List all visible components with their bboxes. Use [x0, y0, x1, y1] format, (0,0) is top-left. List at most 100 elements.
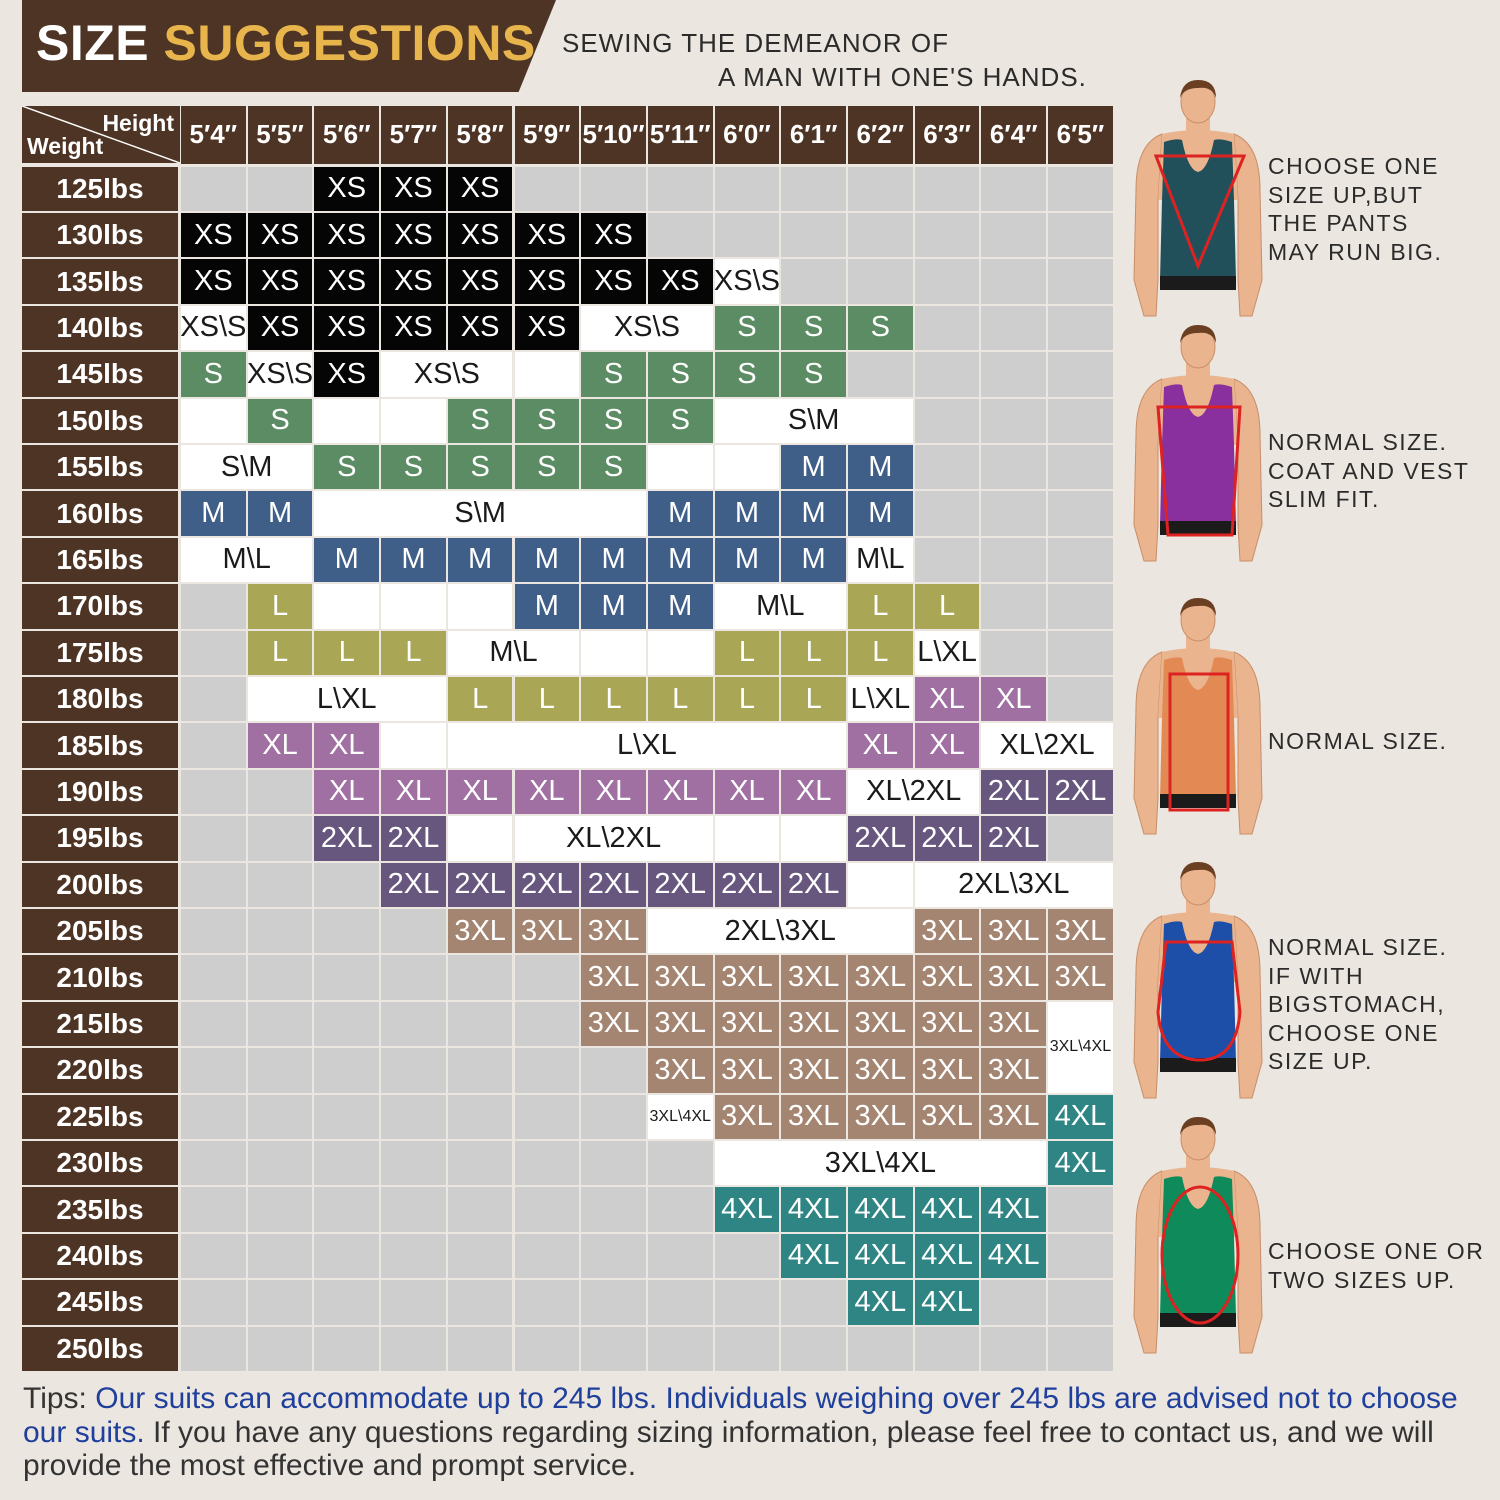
empty-cell: [1048, 166, 1113, 211]
empty-cell: [247, 1233, 313, 1279]
empty-cell: [514, 1048, 580, 1093]
weight-row-header: 165lbs: [22, 537, 178, 583]
size-cell: 4XL: [914, 1280, 980, 1325]
size-cell: 3XL: [848, 1094, 913, 1139]
size-cell: M: [647, 584, 713, 629]
blank-cell: [381, 398, 446, 443]
size-cell: 3XL: [781, 955, 846, 1000]
empty-cell: [381, 1001, 446, 1047]
mixed-size-cell: XS\S: [581, 305, 713, 351]
size-cell: S: [781, 352, 846, 397]
size-cell: XL: [914, 723, 980, 768]
blank-cell: [514, 352, 580, 397]
mixed-size-cell: S\M: [714, 398, 913, 443]
height-label: Height: [102, 110, 174, 136]
size-cell: 4XL: [848, 1187, 913, 1232]
weight-row-header: 155lbs: [22, 445, 178, 490]
empty-cell: [381, 1233, 446, 1279]
man-torso-icon: [1133, 862, 1263, 1099]
size-cell: 3XL: [781, 1001, 846, 1047]
weight-row-header: 170lbs: [22, 584, 178, 629]
note-line: SLIM FIT.: [1268, 486, 1380, 512]
weight-row-header: 240lbs: [22, 1233, 178, 1279]
empty-cell: [1048, 584, 1113, 629]
weight-row-header: 180lbs: [22, 677, 178, 722]
empty-cell: [514, 166, 580, 211]
empty-cell: [647, 1280, 713, 1325]
size-cell: XS: [181, 213, 246, 258]
tips-text: Tips: Our suits can accommodate up to 24…: [23, 1382, 1483, 1483]
empty-cell: [514, 955, 580, 1000]
blank-cell: [581, 630, 646, 675]
torso-figure: [1128, 325, 1268, 575]
blank-cell: [314, 584, 380, 629]
empty-cell: [447, 1233, 513, 1279]
title-part2: SUGGESTIONS: [163, 15, 536, 71]
size-cell: L: [848, 584, 913, 629]
empty-cell: [647, 1326, 713, 1371]
size-cell: M: [181, 491, 246, 536]
size-cell: L: [914, 584, 980, 629]
empty-cell: [181, 723, 246, 768]
empty-cell: [181, 1141, 246, 1186]
size-cell: 2XL: [447, 862, 513, 907]
empty-cell: [981, 537, 1047, 583]
size-cell: 3XL: [781, 1094, 846, 1139]
size-cell: 3XL: [647, 955, 713, 1000]
size-cell: S: [581, 398, 646, 443]
empty-cell: [914, 213, 980, 258]
empty-cell: [1048, 259, 1113, 304]
height-header: 6′1″: [781, 106, 846, 164]
empty-cell: [181, 1094, 246, 1139]
size-cell: XS: [314, 166, 380, 211]
size-cell: 3XL: [848, 955, 913, 1000]
empty-cell: [247, 1187, 313, 1232]
empty-cell: [914, 537, 980, 583]
size-cell: 4XL: [848, 1233, 913, 1279]
empty-cell: [581, 1326, 646, 1371]
empty-cell: [181, 816, 246, 861]
size-cell: 2XL: [981, 816, 1047, 861]
size-cell: XS: [247, 213, 313, 258]
empty-cell: [514, 1326, 580, 1371]
note-line: CHOOSE ONE: [1268, 153, 1439, 179]
mixed-size-cell: L\XL: [247, 677, 446, 722]
size-cell: 3XL: [981, 909, 1047, 954]
empty-cell: [314, 1280, 380, 1325]
size-cell: XL: [647, 769, 713, 815]
blank-cell: [381, 723, 446, 768]
torso-figure: [1128, 598, 1268, 848]
empty-cell: [381, 1048, 446, 1093]
note-line: NORMAL SIZE.: [1268, 934, 1448, 960]
empty-cell: [181, 862, 246, 907]
size-cell: S: [647, 352, 713, 397]
empty-cell: [447, 1326, 513, 1371]
empty-cell: [647, 213, 713, 258]
note-line: THE PANTS: [1268, 210, 1409, 236]
note-line: MAY RUN BIG.: [1268, 238, 1443, 265]
note-line: TWO SIZES UP.: [1268, 1266, 1456, 1293]
size-cell: XL: [381, 769, 446, 815]
size-cell: S: [781, 305, 846, 351]
empty-cell: [381, 1094, 446, 1139]
empty-cell: [848, 352, 913, 397]
empty-cell: [314, 909, 380, 954]
blank-cell: [714, 816, 780, 861]
size-cell: XS: [514, 259, 580, 304]
empty-cell: [1048, 816, 1113, 861]
size-cell: M: [581, 537, 646, 583]
empty-cell: [247, 816, 313, 861]
weight-row-header: 215lbs: [22, 1001, 178, 1047]
size-cell: XL: [247, 723, 313, 768]
size-cell: M: [714, 491, 780, 536]
size-cell: M: [781, 537, 846, 583]
note-line: CHOOSE ONE: [1268, 1019, 1439, 1046]
empty-cell: [981, 1326, 1047, 1371]
size-cell: 3XL: [981, 1048, 1047, 1093]
mixed-size-cell: M\L: [714, 584, 846, 629]
empty-cell: [981, 305, 1047, 351]
size-cell: XL: [714, 769, 780, 815]
size-cell: 3XL: [714, 1094, 780, 1139]
empty-cell: [1048, 677, 1113, 722]
size-cell: M: [314, 537, 380, 583]
